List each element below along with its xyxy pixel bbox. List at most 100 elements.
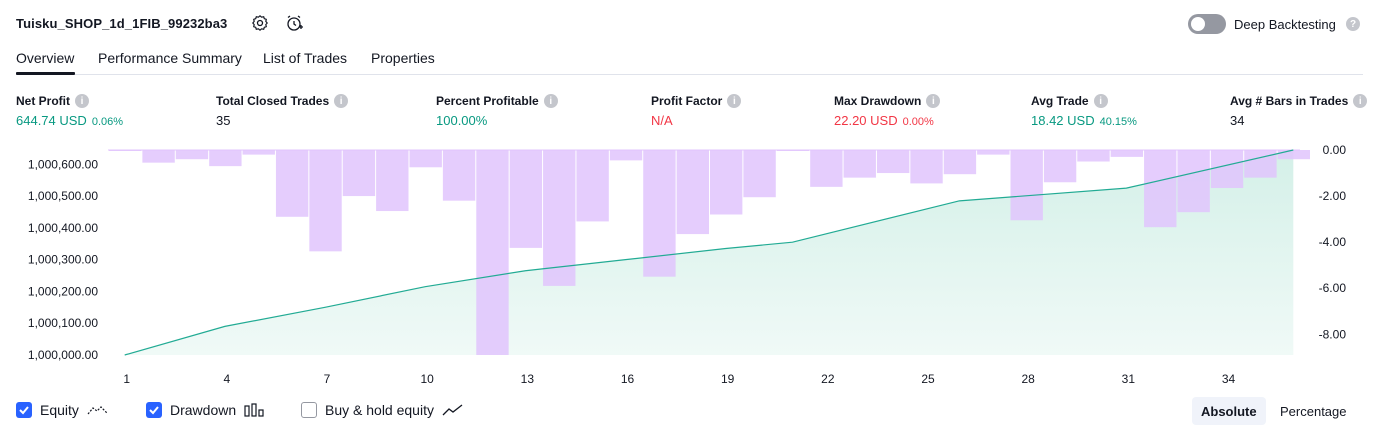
- drawdown-bar: [409, 150, 442, 168]
- tab-properties[interactable]: Properties: [371, 50, 435, 66]
- legend-label: Buy & hold equity: [325, 402, 434, 418]
- x-axis-tick-label: 34: [1222, 372, 1236, 386]
- right-axis-tick-label: -6.00: [1319, 281, 1347, 295]
- drawdown-bar: [509, 150, 543, 248]
- tab-list-of-trades[interactable]: List of Trades: [263, 50, 348, 66]
- metric-value: 100.00%: [436, 113, 488, 128]
- right-axis-tick-label: -4.00: [1319, 235, 1347, 249]
- legend-drawdown[interactable]: Drawdown: [146, 402, 264, 418]
- drawdown-bar: [543, 150, 576, 286]
- drawdown-bar: [242, 150, 275, 155]
- metric-value: 35: [216, 113, 231, 128]
- left-axis-tick-label: 1,000,500.00: [28, 189, 98, 203]
- drawdown-bar: [1144, 150, 1177, 228]
- drawdown-bar: [743, 150, 776, 198]
- drawdown-bar: [776, 150, 810, 151]
- equity-line: [124, 149, 1294, 356]
- drawdown-bar: [576, 150, 609, 222]
- help-icon[interactable]: ?: [1346, 17, 1360, 31]
- alarm-clock-plus-icon[interactable]: [284, 13, 304, 33]
- metric-label: Avg Trade: [1031, 94, 1089, 108]
- legend-equity[interactable]: Equity: [16, 402, 109, 418]
- x-axis-tick-label: 22: [821, 372, 835, 386]
- drawdown-bar: [442, 150, 476, 201]
- info-icon[interactable]: i: [727, 94, 742, 108]
- x-axis-tick-label: 25: [921, 372, 935, 386]
- equity-drawdown-chart[interactable]: 1,000,600.00 1,000,500.00 1,000,400.00 1,00…: [0, 140, 1379, 390]
- metric-label: Avg # Bars in Trades: [1230, 94, 1349, 108]
- equity-line-icon: [87, 406, 108, 415]
- drawdown-bar: [209, 150, 242, 167]
- metric-value: 644.74 USD: [16, 113, 87, 128]
- drawdown-bar: [843, 150, 876, 178]
- info-icon[interactable]: i: [75, 94, 89, 108]
- tab-overview[interactable]: Overview: [16, 50, 75, 66]
- metric-label: Total Closed Trades: [216, 94, 330, 108]
- checkbox-unchecked-icon[interactable]: [301, 402, 317, 418]
- legend-label: Equity: [40, 402, 79, 418]
- left-axis-tick-label: 1,000,200.00: [28, 284, 98, 298]
- info-icon[interactable]: i: [1353, 94, 1368, 108]
- right-axis-tick-label: 0.00: [1323, 143, 1347, 157]
- drawdown-bar: [876, 150, 910, 174]
- left-axis-tick-label: 1,000,100.00: [28, 316, 98, 330]
- buy-hold-line-icon: [442, 404, 463, 416]
- info-icon[interactable]: i: [334, 94, 349, 108]
- equity-area: [124, 150, 1294, 355]
- drawdown-bar: [1277, 150, 1310, 160]
- drawdown-bar: [1010, 150, 1043, 221]
- drawdown-bar: [1177, 150, 1210, 213]
- metric-max-drawdown: Max Drawdown i 22.20 USD 0.00%: [834, 94, 941, 128]
- deep-backtesting-toggle[interactable]: [1188, 14, 1226, 34]
- info-icon[interactable]: i: [543, 94, 558, 108]
- drawdown-bar: [943, 150, 977, 175]
- left-axis-tick-label: 1,000,600.00: [28, 157, 98, 171]
- right-axis-tick-label: -2.00: [1319, 189, 1347, 203]
- left-axis-tick-label: 1,000,400.00: [28, 221, 98, 235]
- strategy-title: Tuisku_SHOP_1d_1FIB_99232ba3: [16, 16, 228, 31]
- right-axis-tick-label: -8.00: [1319, 327, 1347, 341]
- drawdown-bar: [342, 150, 376, 197]
- info-icon[interactable]: i: [1093, 94, 1108, 108]
- metric-avg-trade: Avg Trade i 18.42 USD 40.15%: [1031, 94, 1137, 128]
- tab-performance-summary[interactable]: Performance Summary: [98, 50, 242, 66]
- drawdown-bar: [175, 150, 209, 160]
- checkbox-checked-icon[interactable]: [16, 402, 32, 418]
- metric-percent: 0.06%: [91, 116, 124, 128]
- metric-value: 34: [1230, 113, 1245, 128]
- drawdown-bar: [1244, 150, 1277, 178]
- metric-percent: 40.15%: [1099, 116, 1137, 128]
- active-tab-indicator: [16, 72, 75, 75]
- metric-total-closed-trades: Total Closed Trades i 35: [216, 94, 349, 128]
- info-icon[interactable]: i: [926, 94, 941, 108]
- drawdown-bar: [1043, 150, 1077, 183]
- deep-backtesting-label: Deep Backtesting: [1234, 17, 1336, 32]
- metric-avg-bars: Avg # Bars in Trades i 34: [1230, 94, 1368, 128]
- checkbox-checked-icon[interactable]: [146, 402, 162, 418]
- metric-label: Percent Profitable: [436, 94, 539, 108]
- drawdown-bar: [275, 150, 309, 217]
- drawdown-bar: [142, 150, 175, 163]
- x-axis-tick-label: 19: [721, 372, 735, 386]
- legend-label: Drawdown: [170, 402, 237, 418]
- metric-value: N/A: [651, 113, 673, 128]
- metric-profit-factor: Profit Factor i N/A: [651, 94, 742, 128]
- drawdown-bar: [109, 150, 142, 151]
- drawdown-bar: [609, 150, 643, 161]
- drawdown-bars-icon: [244, 403, 264, 417]
- metric-percent-profitable: Percent Profitable i 100.00%: [436, 94, 558, 128]
- x-axis-tick-label: 7: [324, 372, 331, 386]
- metric-value: 18.42 USD: [1031, 113, 1095, 128]
- metric-percent: 0.00%: [902, 116, 934, 128]
- x-axis-tick-label: 13: [521, 372, 535, 386]
- drawdown-bar: [1110, 150, 1144, 157]
- drawdown-bar: [309, 150, 342, 252]
- absolute-button[interactable]: Absolute: [1192, 397, 1266, 425]
- percentage-button[interactable]: Percentage: [1280, 403, 1347, 419]
- legend-buy-hold[interactable]: Buy & hold equity: [301, 402, 464, 418]
- metric-value: 22.20 USD: [834, 113, 898, 128]
- left-axis-tick-label: 1,000,000.00: [28, 348, 98, 362]
- drawdown-bar: [376, 150, 409, 212]
- drawdown-bar: [710, 150, 743, 215]
- gear-icon[interactable]: [250, 13, 270, 33]
